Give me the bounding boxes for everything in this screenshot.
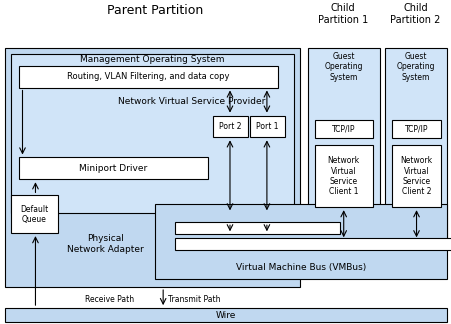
Text: Wire: Wire	[215, 310, 236, 319]
Text: Receive Path: Receive Path	[85, 295, 134, 304]
Text: Management Operating System: Management Operating System	[80, 55, 224, 64]
Bar	[10, 54, 293, 213]
Text: Physical
Network Adapter: Physical Network Adapter	[67, 235, 143, 254]
Bar	[10, 195, 58, 233]
Text: Network
Virtual
Service
Client 2: Network Virtual Service Client 2	[400, 156, 432, 196]
Text: Transmit Path: Transmit Path	[168, 295, 220, 304]
Bar	[249, 116, 284, 137]
Text: Port 2: Port 2	[218, 122, 241, 131]
Text: Guest
Operating
System: Guest Operating System	[396, 52, 434, 82]
Text: Miniport Driver: Miniport Driver	[79, 164, 147, 173]
Text: Virtual Machine Bus (VMBus): Virtual Machine Bus (VMBus)	[235, 263, 365, 272]
Bar	[314, 145, 372, 207]
Text: Network
Virtual
Service
Client 1: Network Virtual Service Client 1	[327, 156, 359, 196]
Text: Port 1: Port 1	[255, 122, 277, 131]
Text: Guest
Operating
System: Guest Operating System	[324, 52, 362, 82]
Bar	[384, 48, 446, 240]
Bar	[391, 145, 441, 207]
Text: Parent Partition: Parent Partition	[107, 4, 203, 17]
Text: Child
Partition 2: Child Partition 2	[390, 3, 440, 25]
Bar	[314, 121, 372, 138]
Bar	[5, 308, 446, 322]
Text: TCP/IP: TCP/IP	[331, 125, 354, 134]
Bar	[18, 66, 277, 87]
Text: TCP/IP: TCP/IP	[404, 125, 428, 134]
Text: Routing, VLAN Filtering, and data copy: Routing, VLAN Filtering, and data copy	[67, 72, 229, 81]
Text: Child
Partition 1: Child Partition 1	[317, 3, 367, 25]
Bar	[307, 48, 379, 240]
Bar	[391, 121, 441, 138]
Bar	[212, 116, 248, 137]
Text: Default
Queue: Default Queue	[20, 204, 49, 224]
Bar	[155, 204, 446, 279]
Bar	[175, 238, 451, 250]
Bar	[5, 48, 299, 287]
Bar	[175, 222, 339, 234]
Text: Network Virtual Service Provider: Network Virtual Service Provider	[118, 97, 265, 106]
Bar	[18, 157, 207, 179]
